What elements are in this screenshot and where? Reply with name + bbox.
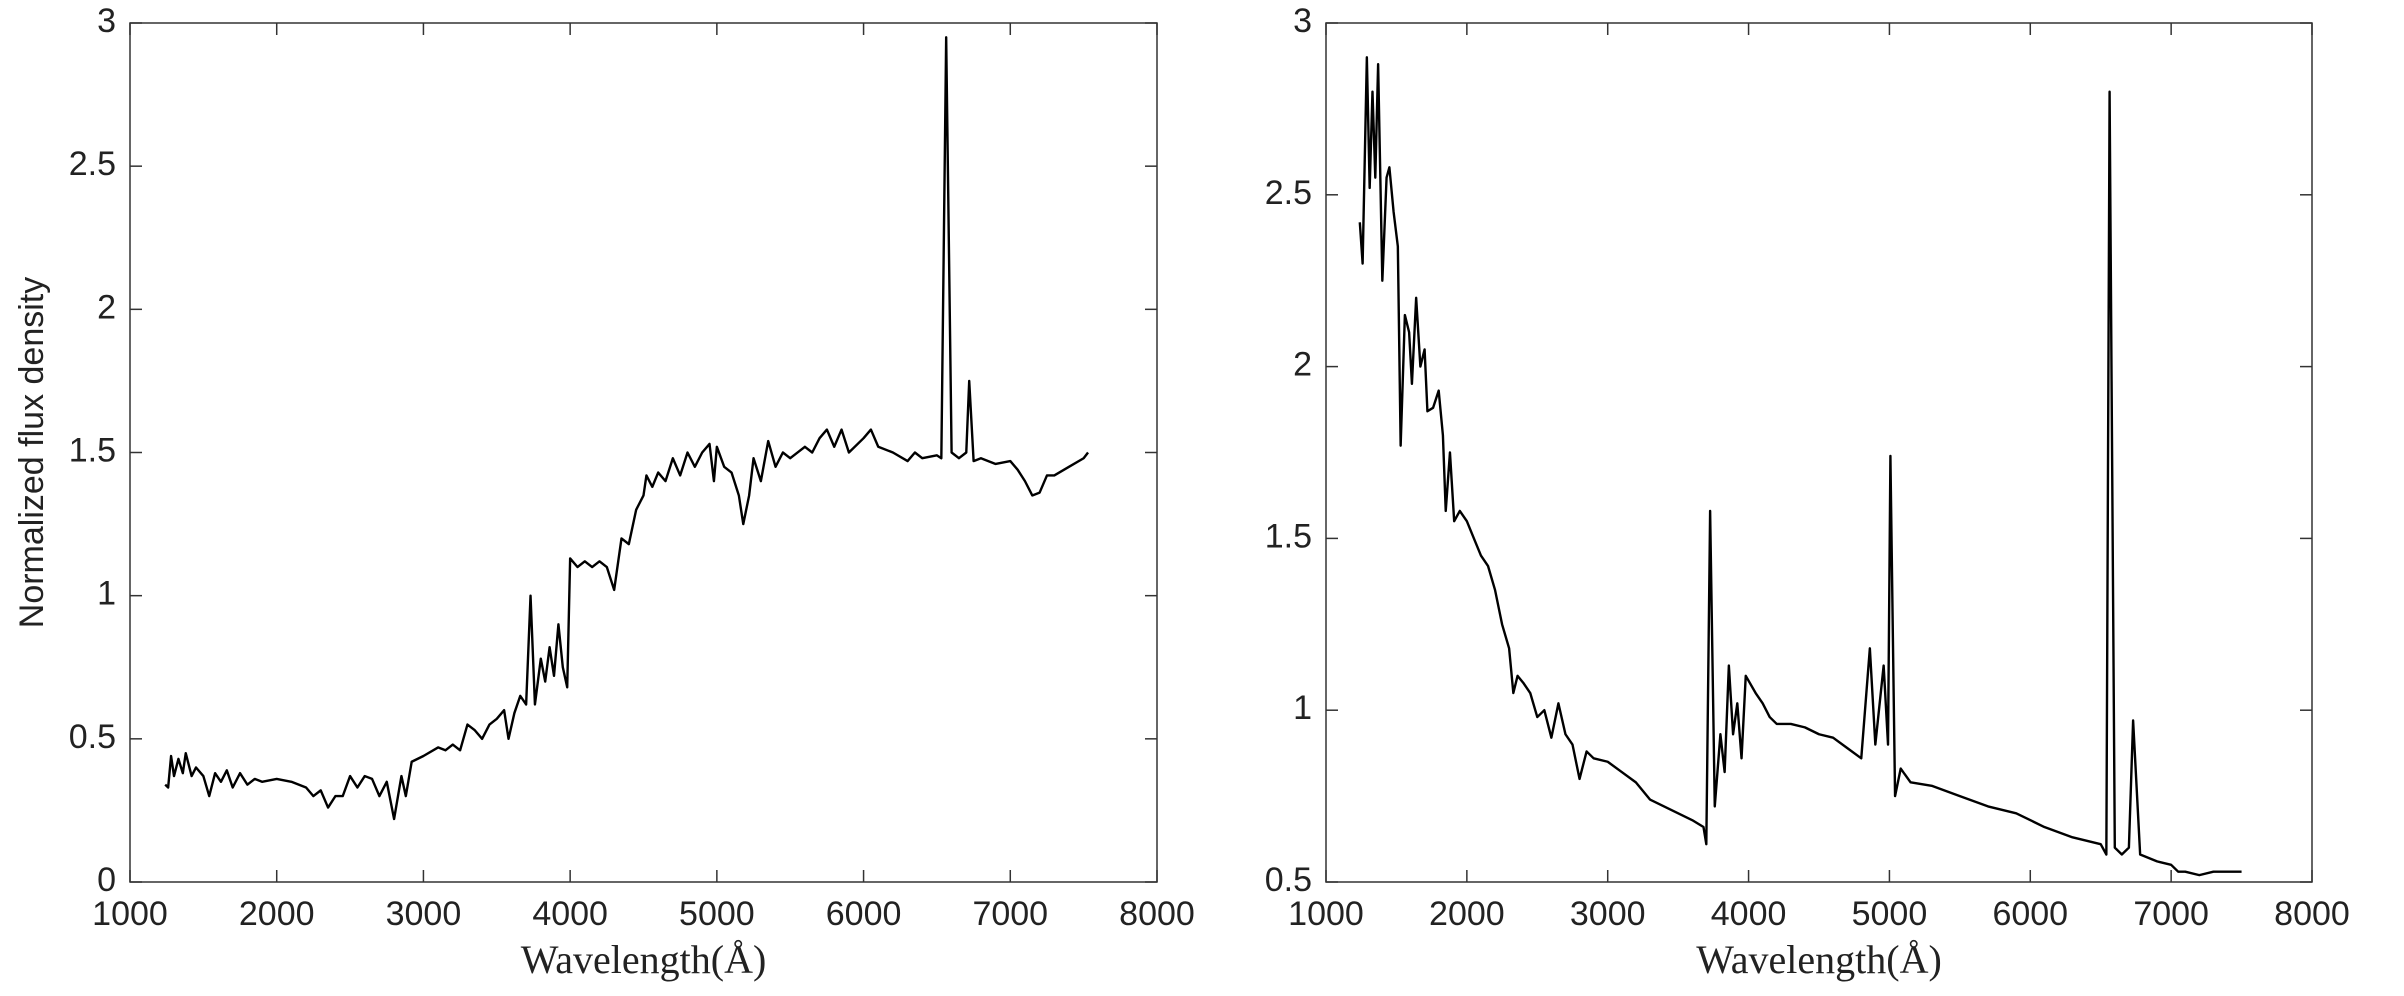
y-tick-label: 2	[1293, 346, 1312, 384]
x-tick-label: 7000	[972, 895, 1048, 933]
y-tick-label: 2.5	[1265, 174, 1312, 212]
x-tick-label: 3000	[1570, 895, 1646, 933]
spectrum-line	[1358, 56, 2242, 877]
x-tick-label: 8000	[2274, 895, 2350, 933]
y-tick-label: 1	[97, 575, 116, 613]
y-tick-label: 1.5	[69, 431, 116, 469]
x-tick-label: 5000	[679, 895, 755, 933]
x-tick-label: 5000	[1852, 895, 1928, 933]
y-tick-label: 2	[97, 288, 116, 326]
x-tick-label: 3000	[386, 895, 462, 933]
x-tick-label: 4000	[532, 895, 608, 933]
y-tick-label: 1	[1293, 689, 1312, 727]
plot-box	[129, 22, 1158, 883]
y-tick-label: 0.5	[1265, 861, 1312, 899]
x-tick-label: 1000	[1288, 895, 1364, 933]
x-tick-label: 2000	[1429, 895, 1505, 933]
x-axis-label: Wavelength(Å)	[1696, 937, 1942, 982]
y-tick-label: 1.5	[1265, 517, 1312, 555]
y-tick-label: 3	[97, 2, 116, 40]
x-axis-label: Wavelength(Å)	[521, 937, 767, 982]
y-tick-label: 2.5	[69, 145, 116, 183]
x-tick-label: 8000	[1119, 895, 1195, 933]
spectrum-line	[164, 36, 1089, 821]
y-tick-label: 0	[97, 861, 116, 899]
x-tick-label: 6000	[1992, 895, 2068, 933]
x-tick-label: 6000	[826, 895, 902, 933]
y-tick-label: 0.5	[69, 718, 116, 756]
y-tick-label: 3	[1293, 2, 1312, 40]
plot-box	[1325, 22, 2313, 883]
x-tick-label: 7000	[2133, 895, 2209, 933]
x-tick-label: 4000	[1711, 895, 1787, 933]
y-axis-label: Normalized flux density	[13, 277, 51, 628]
x-tick-label: 2000	[239, 895, 315, 933]
x-tick-label: 1000	[92, 895, 168, 933]
